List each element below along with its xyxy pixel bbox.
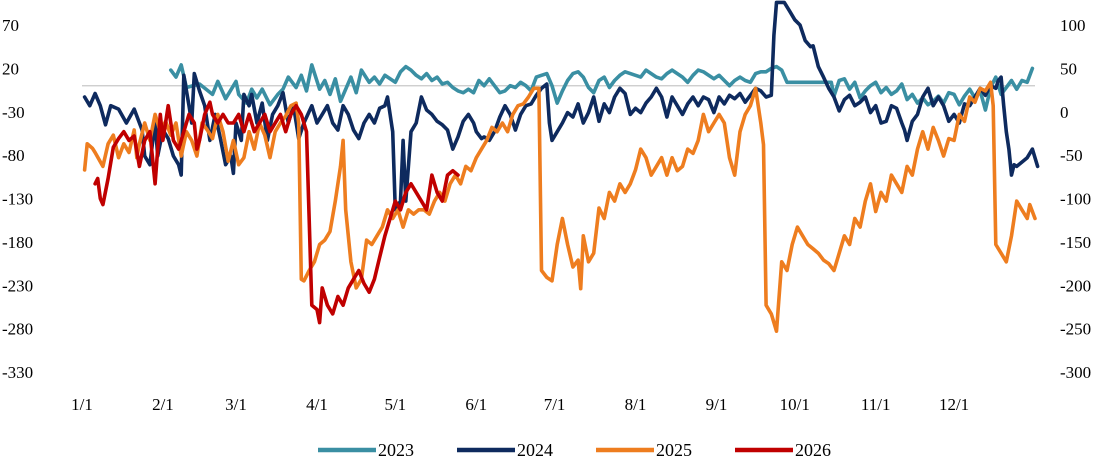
x-tick-label: 8/1: [625, 395, 647, 414]
y-left-tick-label: 20: [2, 59, 19, 78]
x-tick-label: 5/1: [384, 395, 406, 414]
x-tick-label: 4/1: [306, 395, 328, 414]
y-left-tick-label: -80: [2, 146, 25, 165]
x-tick-label: 2/1: [152, 395, 174, 414]
legend-label-2025: 2025: [656, 440, 692, 460]
x-tick-label: 1/1: [71, 395, 93, 414]
legend: 2023 2024 2025 2026: [318, 440, 831, 460]
y-left-tick-label: -30: [2, 103, 25, 122]
series-line-2026: [93, 100, 460, 325]
series-line-2023: [169, 63, 1035, 112]
x-tick-label: 11/1: [861, 395, 891, 414]
x-tick-label: 3/1: [225, 395, 247, 414]
y-right-tick-label: -250: [1060, 320, 1091, 339]
y-right-tick-label: 0: [1060, 103, 1069, 122]
legend-label-2023: 2023: [378, 440, 414, 460]
y-right-tick-label: -50: [1060, 146, 1083, 165]
x-tick-label: 9/1: [706, 395, 728, 414]
y-right-tick-label: -200: [1060, 276, 1091, 295]
legend-label-2024: 2024: [517, 440, 553, 460]
y-left-tick-label: -180: [2, 233, 33, 252]
y-left-tick-label: -280: [2, 320, 33, 339]
series-layer: [82, 0, 1040, 334]
y-right-tick-label: 100: [1060, 16, 1086, 35]
y-right-tick-label: -300: [1060, 363, 1091, 382]
x-tick-label: 10/1: [780, 395, 810, 414]
legend-label-2026: 2026: [795, 440, 831, 460]
y-left-tick-label: -330: [2, 363, 33, 382]
x-tick-label: 12/1: [939, 395, 969, 414]
y-right-tick-label: -100: [1060, 190, 1091, 209]
y-axis-right: 100 50 0 -50 -100 -150 -200 -250 -300: [1060, 16, 1091, 382]
series-line-2024: [82, 0, 1040, 212]
y-left-tick-label: -230: [2, 276, 33, 295]
x-tick-label: 7/1: [544, 395, 566, 414]
y-right-tick-label: 50: [1060, 59, 1077, 78]
y-right-tick-label: -150: [1060, 233, 1091, 252]
y-left-tick-label: 70: [2, 16, 19, 35]
y-axis-left: 70 20 -30 -80 -130 -180 -230 -280 -330: [2, 16, 33, 382]
x-axis: 1/1 2/1 3/1 4/1 5/1 6/1 7/1 8/1 9/1 10/1 11/1 12/1: [71, 395, 969, 414]
y-left-tick-label: -130: [2, 190, 33, 209]
x-tick-label: 6/1: [465, 395, 487, 414]
series-line-2025: [82, 80, 1037, 334]
